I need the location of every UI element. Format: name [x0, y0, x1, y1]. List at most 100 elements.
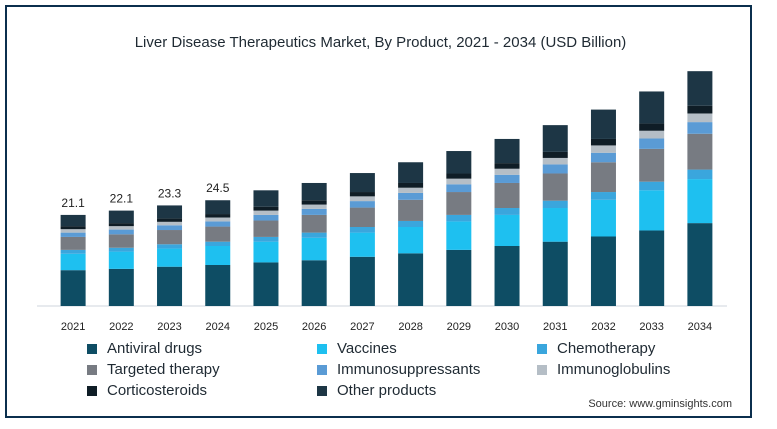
legend-swatch	[87, 364, 97, 375]
bar-2030-corticosteroids	[494, 163, 520, 169]
bar-2024-corticosteroids	[205, 214, 231, 218]
bar-2026-vaccines	[301, 237, 327, 261]
bar-2034-immunosuppressants	[687, 122, 713, 134]
bar-2026-other-products	[301, 182, 327, 201]
bar-2021-chemotherapy	[60, 249, 86, 254]
bar-2031-targeted-therapy	[542, 173, 568, 201]
legend-swatch	[317, 385, 327, 396]
bar-2024-antiviral-drugs	[205, 264, 231, 306]
x-tick-2029: 2029	[447, 321, 471, 333]
legend-item-immunosuppressants: Immunosuppressants	[317, 361, 480, 378]
bar-2024-immunoglobulins	[205, 217, 231, 222]
bar-2032-chemotherapy	[590, 192, 616, 200]
stacked-bar-chart: 21.1 2021 22.1 2022 23.3 2023 24.5 2024 2025 2026…	[37, 71, 727, 333]
bar-2025-corticosteroids	[253, 206, 279, 211]
bar-2027-antiviral-drugs	[349, 256, 375, 306]
bar-2031-immunoglobulins	[542, 157, 568, 165]
bar-2026-targeted-therapy	[301, 214, 327, 233]
bar-2034-targeted-therapy	[687, 133, 713, 170]
bar-2029-immunoglobulins	[446, 178, 472, 185]
bar-2025-immunoglobulins	[253, 210, 279, 215]
legend-item-corticosteroids: Corticosteroids	[87, 382, 207, 399]
bar-2021-immunoglobulins	[60, 229, 86, 233]
bar-2021-immunosuppressants	[60, 232, 86, 237]
bar-2030-vaccines	[494, 214, 520, 246]
x-tick-2026: 2026	[302, 321, 326, 333]
bar-2031-vaccines	[542, 208, 568, 242]
bar-2030-immunoglobulins	[494, 168, 520, 175]
bar-2034-antiviral-drugs	[687, 223, 713, 306]
bar-2029-immunosuppressants	[446, 184, 472, 193]
bar-2031-immunosuppressants	[542, 164, 568, 174]
bar-2025-immunosuppressants	[253, 214, 279, 221]
bar-2024-chemotherapy	[205, 241, 231, 246]
bar-2023-other-products	[157, 205, 183, 219]
legend-item-targeted-therapy: Targeted therapy	[87, 361, 220, 378]
legend-label: Antiviral drugs	[107, 340, 203, 357]
bar-2027-immunosuppressants	[349, 201, 375, 208]
bar-2028-targeted-therapy	[398, 199, 424, 221]
x-tick-2028: 2028	[398, 321, 422, 333]
bar-2022-antiviral-drugs	[108, 268, 134, 306]
bar-2030-other-products	[494, 138, 520, 164]
legend-label: Other products	[337, 382, 437, 399]
bar-2022-immunosuppressants	[108, 229, 134, 235]
bar-2032-corticosteroids	[590, 138, 616, 146]
x-tick-2024: 2024	[206, 321, 230, 333]
bar-2024-targeted-therapy	[205, 226, 231, 242]
legend-label: Immunoglobulins	[557, 361, 671, 378]
bar-2028-other-products	[398, 162, 424, 183]
bar-2028-immunosuppressants	[398, 192, 424, 200]
bar-2022-corticosteroids	[108, 223, 134, 227]
x-tick-2030: 2030	[495, 321, 519, 333]
bar-2026-immunoglobulins	[301, 204, 327, 209]
bar-2032-immunoglobulins	[590, 145, 616, 153]
x-tick-2033: 2033	[639, 321, 663, 333]
legend-label: Corticosteroids	[107, 382, 208, 399]
bar-2025-antiviral-drugs	[253, 262, 279, 306]
legend-swatch	[317, 343, 327, 354]
legend-item-other-products: Other products	[317, 382, 436, 399]
bar-2026-corticosteroids	[301, 200, 327, 205]
bar-2034-other-products	[687, 71, 713, 106]
bar-2024-other-products	[205, 200, 231, 215]
legend-label: Vaccines	[337, 340, 397, 357]
bar-2023-immunoglobulins	[157, 221, 183, 226]
bar-2022-chemotherapy	[108, 247, 134, 252]
total-label-2021: 21.1	[61, 196, 85, 210]
bar-2030-immunosuppressants	[494, 174, 520, 183]
bar-2032-vaccines	[590, 199, 616, 237]
x-tick-2021: 2021	[61, 321, 85, 333]
bar-2021-corticosteroids	[60, 226, 86, 230]
bar-2029-antiviral-drugs	[446, 249, 472, 306]
bar-2031-antiviral-drugs	[542, 241, 568, 306]
bar-2033-targeted-therapy	[639, 148, 665, 182]
x-tick-2034: 2034	[688, 321, 712, 333]
bar-2021-targeted-therapy	[60, 236, 86, 250]
bar-2021-antiviral-drugs	[60, 270, 86, 306]
bar-2023-chemotherapy	[157, 244, 183, 249]
bar-2027-chemotherapy	[349, 227, 375, 233]
bar-2023-immunosuppressants	[157, 225, 183, 231]
bar-2034-chemotherapy	[687, 169, 713, 180]
bar-2027-other-products	[349, 173, 375, 193]
x-tick-2032: 2032	[591, 321, 615, 333]
bar-2032-other-products	[590, 109, 616, 139]
bar-2022-vaccines	[108, 251, 134, 269]
bar-2023-targeted-therapy	[157, 230, 183, 245]
bar-2026-antiviral-drugs	[301, 260, 327, 306]
bar-2028-corticosteroids	[398, 182, 424, 188]
bar-2028-chemotherapy	[398, 220, 424, 228]
bar-2031-other-products	[542, 125, 568, 152]
legend-item-chemotherapy: Chemotherapy	[537, 340, 655, 357]
source-note: Source: www.gminsights.com	[588, 398, 732, 410]
bar-2025-targeted-therapy	[253, 220, 279, 237]
bar-2030-chemotherapy	[494, 208, 520, 215]
x-tick-2031: 2031	[543, 321, 567, 333]
bar-2025-vaccines	[253, 241, 279, 263]
bar-2033-immunosuppressants	[639, 138, 665, 149]
bar-2021-vaccines	[60, 253, 86, 271]
legend-label: Chemotherapy	[557, 340, 656, 357]
bar-2025-other-products	[253, 190, 279, 207]
legend-item-immunoglobulins: Immunoglobulins	[537, 361, 670, 378]
